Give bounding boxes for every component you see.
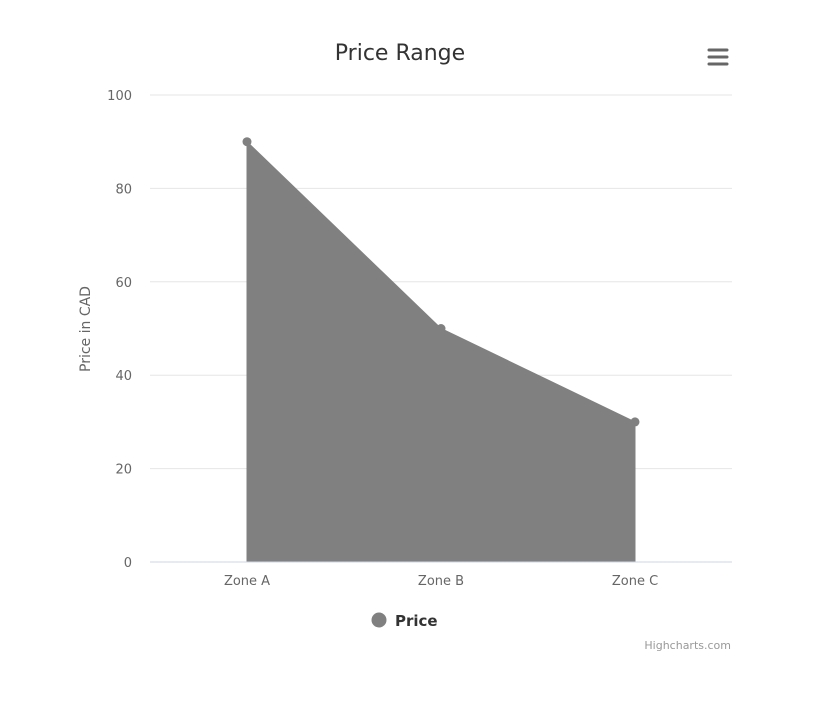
series-area-fill[interactable] (246, 140, 636, 563)
credits-link[interactable]: Highcharts.com (644, 639, 731, 652)
series-area (246, 140, 636, 563)
y-axis-title: Price in CAD (78, 286, 94, 372)
data-point[interactable] (242, 137, 252, 147)
data-point[interactable] (436, 324, 446, 333)
y-tick-label: 80 (115, 182, 132, 197)
x-axis-tick-labels: Zone A Zone B Zone C (224, 574, 658, 589)
legend-symbol-price (371, 612, 387, 628)
legend[interactable]: Price (371, 612, 438, 630)
y-tick-label: 100 (107, 89, 132, 104)
y-tick-label: 0 (124, 556, 132, 571)
y-tick-label: 60 (115, 276, 132, 291)
context-menu-button[interactable] (703, 44, 733, 70)
x-tick-label: Zone A (224, 574, 270, 589)
legend-label-price: Price (395, 612, 438, 630)
x-tick-label: Zone C (612, 574, 658, 589)
series-points (242, 137, 640, 427)
data-point[interactable] (630, 417, 640, 427)
chart-title: Price Range (335, 41, 465, 66)
hamburger-menu-icon (707, 48, 729, 66)
y-tick-label: 40 (115, 369, 132, 384)
x-tick-label: Zone B (418, 574, 464, 589)
y-tick-label: 20 (115, 463, 132, 478)
y-axis-tick-labels: 0 20 40 60 80 100 (107, 89, 132, 571)
